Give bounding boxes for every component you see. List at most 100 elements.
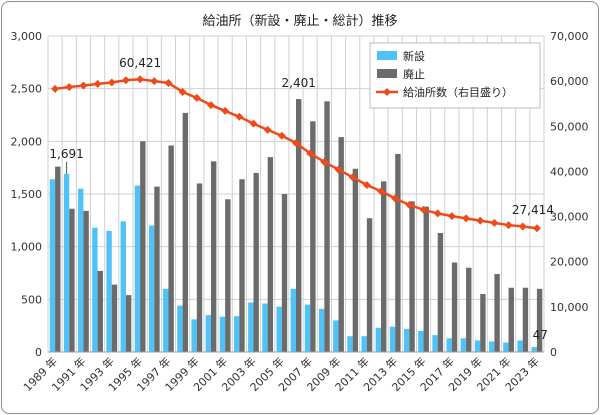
bar-closed xyxy=(522,287,529,352)
bar-closed xyxy=(536,288,543,352)
marker-total xyxy=(65,83,74,92)
bar-closed xyxy=(196,183,203,352)
bar-closed xyxy=(253,172,259,352)
data-label: 47 xyxy=(533,328,548,342)
bar-new xyxy=(531,347,537,352)
line-series xyxy=(51,75,541,233)
marker-total xyxy=(362,180,371,189)
marker-total xyxy=(79,81,88,90)
legend-swatch-closed xyxy=(377,69,397,78)
data-label: 60,421 xyxy=(119,56,161,70)
bar-new xyxy=(503,342,509,352)
bar-closed xyxy=(423,206,429,352)
bar-closed xyxy=(324,101,330,352)
marker-total xyxy=(334,165,343,174)
marker-total xyxy=(377,187,386,196)
right-axis-tick-label: 0 xyxy=(550,346,557,359)
data-labels: 1,691 60,421 2,401 27,414 47 xyxy=(49,56,554,342)
bar-new xyxy=(333,320,339,352)
marker-total xyxy=(150,77,159,86)
bar-new xyxy=(418,330,424,352)
right-axis-tick-label: 50,000 xyxy=(550,120,589,133)
bar-new xyxy=(304,304,311,352)
bar-closed xyxy=(451,262,458,352)
bar-closed xyxy=(366,218,373,352)
marker-total xyxy=(221,106,230,115)
marker-total xyxy=(433,209,442,218)
bar-new xyxy=(134,185,141,352)
marker-total xyxy=(178,87,187,96)
marker-total xyxy=(462,214,471,223)
legend-box xyxy=(369,42,541,109)
bar-closed xyxy=(409,201,415,352)
legend-label-new: 新設 xyxy=(403,49,425,63)
bar-closed xyxy=(310,121,316,352)
bar-new xyxy=(446,338,452,352)
bar-closed xyxy=(466,267,472,352)
bar-new xyxy=(233,316,240,352)
bar-closed xyxy=(125,295,132,352)
bar-new xyxy=(191,319,197,352)
marker-total xyxy=(320,157,329,166)
marker-total xyxy=(504,221,513,230)
right-axis-tick-label: 20,000 xyxy=(550,256,589,269)
bar-new xyxy=(163,288,169,352)
bar-closed xyxy=(508,287,514,352)
bar-new xyxy=(63,173,70,352)
bar-closed xyxy=(55,166,61,352)
bar-new xyxy=(248,302,254,352)
bar-new xyxy=(148,225,155,352)
marker-total xyxy=(447,212,456,221)
marker-total xyxy=(419,205,428,214)
chart-title: 給油所（新設・廃止・総計）推移 xyxy=(202,13,397,29)
bar-new xyxy=(460,338,467,352)
marker-total xyxy=(518,222,527,231)
bar-closed xyxy=(210,161,217,352)
bar-series xyxy=(49,99,543,352)
bar-closed xyxy=(168,145,174,352)
legend-marker-total xyxy=(383,88,391,96)
bar-closed xyxy=(352,168,359,352)
bar-new xyxy=(78,188,84,352)
left-axis-tick-label: 2,500 xyxy=(11,83,43,96)
bar-new xyxy=(177,305,183,352)
marker-total xyxy=(306,149,315,158)
bar-new xyxy=(375,327,382,352)
right-axis-tick-label: 60,000 xyxy=(550,75,589,88)
marker-total xyxy=(263,125,272,134)
bar-new xyxy=(290,288,296,352)
right-axis-tick-label: 70,000 xyxy=(550,30,589,43)
left-axis-tick-label: 0 xyxy=(35,346,42,359)
bar-new xyxy=(347,336,353,352)
bar-new xyxy=(361,336,367,352)
right-axis-tick-label: 40,000 xyxy=(550,165,589,178)
bar-closed xyxy=(494,274,500,352)
marker-total xyxy=(192,93,201,102)
bar-new xyxy=(318,308,325,352)
bar-closed xyxy=(154,186,160,352)
data-label: 1,691 xyxy=(49,147,83,161)
legend-swatch-new xyxy=(377,51,397,60)
bar-new xyxy=(106,230,112,352)
marker-total xyxy=(391,194,400,203)
bar-closed xyxy=(140,141,146,352)
left-axis-tick-label: 1,000 xyxy=(11,241,43,254)
bar-new xyxy=(403,328,410,352)
marker-total xyxy=(405,200,414,209)
marker-total xyxy=(136,75,145,84)
legend-label-closed: 廃止 xyxy=(403,67,425,81)
bar-new xyxy=(120,221,126,352)
right-axis-tick-label: 10,000 xyxy=(550,301,589,314)
bar-closed xyxy=(296,99,302,352)
bar-new xyxy=(276,306,282,352)
bar-closed xyxy=(480,294,486,352)
bar-closed xyxy=(225,199,231,352)
bar-closed xyxy=(381,181,387,352)
bar-closed xyxy=(69,208,75,352)
marker-total xyxy=(107,78,116,87)
bar-new xyxy=(262,303,268,352)
marker-total xyxy=(93,79,102,88)
bar-closed xyxy=(239,179,245,352)
marker-total xyxy=(292,138,300,147)
bar-new xyxy=(489,341,495,352)
